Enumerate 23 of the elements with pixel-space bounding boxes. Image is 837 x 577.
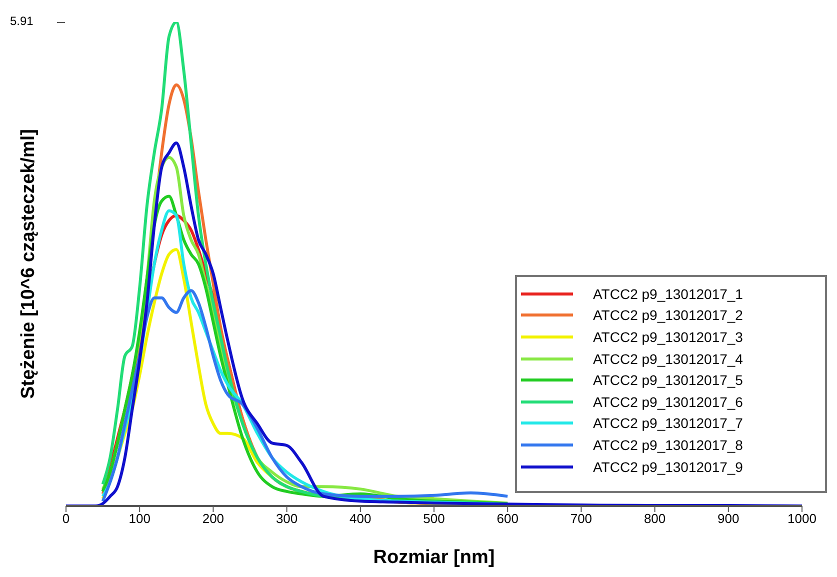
x-tick-label: 900 (718, 511, 740, 526)
legend-label: ATCC2 p9_13012017_7 (593, 415, 743, 432)
x-tick-label: 200 (202, 511, 224, 526)
x-tick-label: 500 (423, 511, 445, 526)
legend-label: ATCC2 p9_13012017_1 (593, 286, 743, 302)
legend-label: ATCC2 p9_13012017_5 (593, 372, 743, 388)
x-tick-label: 800 (644, 511, 666, 526)
legend-label: ATCC2 p9_13012017_4 (593, 350, 743, 367)
x-tick-label: 600 (496, 511, 518, 526)
legend-label: ATCC2 p9_13012017_2 (593, 307, 743, 324)
x-tick-label: 700 (570, 511, 592, 526)
x-tick-label: 400 (350, 511, 372, 526)
x-tick-label: 0 (62, 511, 70, 526)
x-tick-label: 300 (276, 511, 298, 526)
text: 5.91 (10, 14, 34, 28)
legend-label: ATCC2 p9_13012017_6 (593, 394, 743, 410)
x-tick-label: 100 (128, 511, 150, 526)
x-axis-title: Rozmiar [nm] (372, 547, 496, 569)
legend-label: ATCC2 p9_13012017_3 (593, 328, 743, 345)
x-tick-label: 1000 (788, 511, 816, 526)
legend-label: ATCC2 p9_13012017_9 (593, 458, 743, 475)
legend-label: ATCC2 p9_13012017_8 (593, 436, 743, 453)
y-axis-title: Stężenie [10^6 cząsteczek/ml] (18, 129, 39, 399)
